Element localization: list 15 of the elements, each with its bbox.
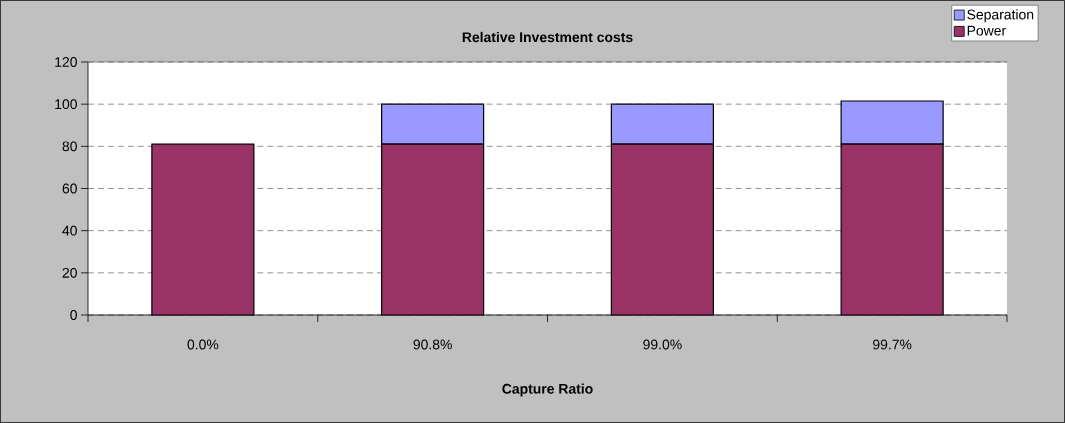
legend-label: Separation — [967, 9, 1034, 23]
y-tick-label: 40 — [62, 225, 77, 236]
legend-label: Power — [967, 25, 1006, 36]
x-tick-label: 99.0% — [643, 339, 682, 350]
x-tick-label: 90.8% — [413, 339, 452, 350]
y-tick-label: 20 — [62, 267, 77, 278]
x-tick-label: 0.0% — [187, 339, 219, 350]
y-tick-label: 100 — [55, 99, 77, 110]
y-tick-label: 0 — [70, 310, 77, 320]
y-tick-label: 60 — [62, 183, 77, 194]
y-tick-label: 120 — [55, 57, 77, 67]
x-tick-label: 99.7% — [873, 339, 912, 350]
y-tick-label: 80 — [62, 141, 77, 152]
x-axis-title: Capture Ratio — [502, 383, 593, 397]
chart-title: Relative Investment costs — [462, 31, 633, 43]
